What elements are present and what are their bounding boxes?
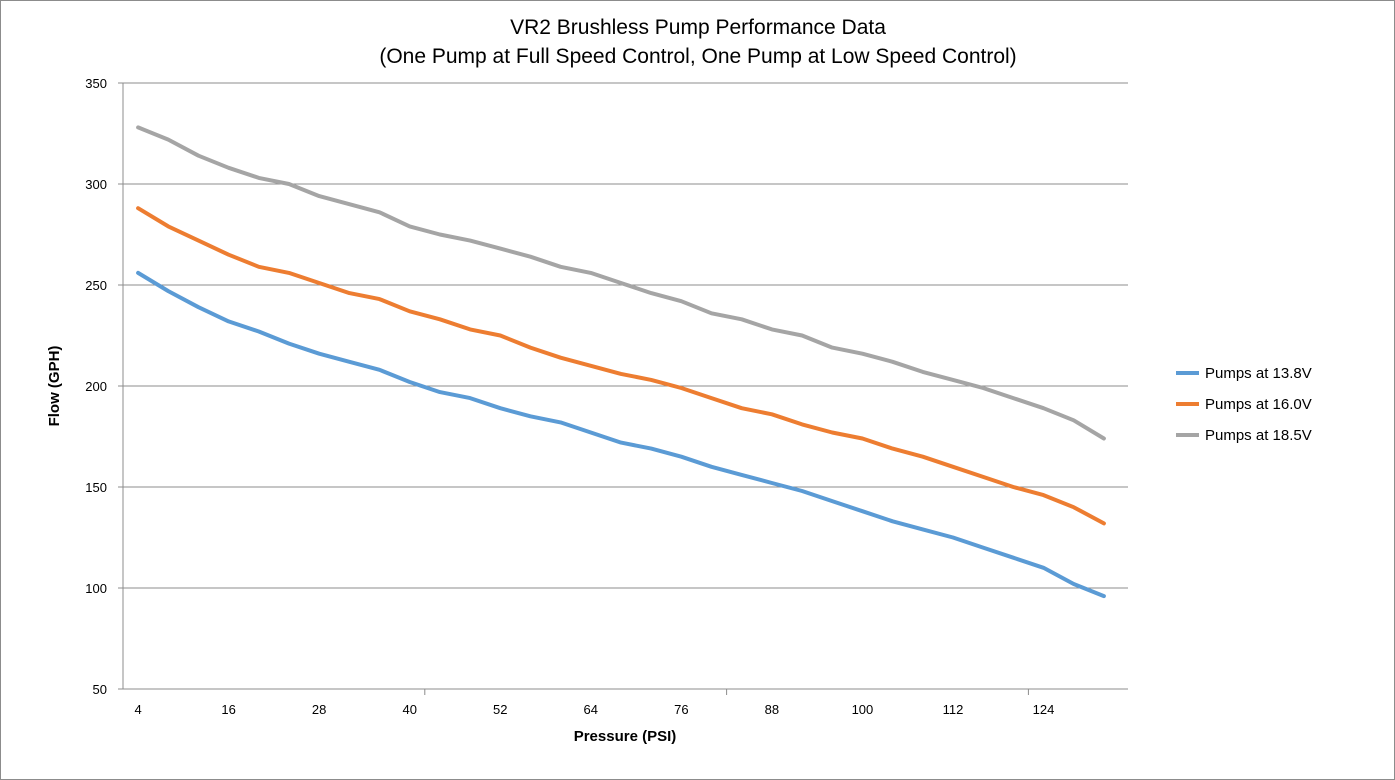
x-axis-title: Pressure (PSI) (574, 728, 677, 745)
legend-label: Pumps at 18.5V (1205, 427, 1312, 444)
y-axis-title: Flow (GPH) (46, 346, 63, 427)
y-tick-label: 150 (85, 480, 107, 495)
x-tick-label: 28 (312, 702, 326, 717)
x-tick-label: 4 (134, 702, 141, 717)
y-tick-label: 100 (85, 581, 107, 596)
x-tick-label: 40 (402, 702, 416, 717)
axis-layer: 50 100 150 200 250 300 350 4 16 28 40 52 64 76 88 100 11… (85, 76, 1128, 717)
x-tick-label: 76 (674, 702, 688, 717)
y-tick-label: 250 (85, 278, 107, 293)
y-tick-label: 350 (85, 76, 107, 91)
series-line (136, 206, 1106, 526)
x-tick-label: 88 (765, 702, 779, 717)
legend-label: Pumps at 13.8V (1205, 365, 1312, 382)
series-line (136, 125, 1106, 441)
x-tick-label: 16 (221, 702, 235, 717)
y-tick-label: 50 (93, 682, 107, 697)
x-tick-label: 52 (493, 702, 507, 717)
x-tick-label: 64 (584, 702, 598, 717)
series-layer (136, 125, 1106, 599)
x-tick-label: 124 (1033, 702, 1055, 717)
x-tick-label: 112 (943, 702, 964, 717)
x-tick-label: 100 (852, 702, 874, 717)
chart-title: VR2 Brushless Pump Performance Data (510, 16, 886, 39)
y-tick-label: 200 (85, 379, 107, 394)
y-tick-label: 300 (85, 177, 107, 192)
chart-subtitle: (One Pump at Full Speed Control, One Pum… (379, 45, 1016, 68)
legend-label: Pumps at 16.0V (1205, 396, 1312, 413)
legend: Pumps at 13.8V Pumps at 16.0V Pumps at 18.… (1176, 365, 1312, 444)
series-line (136, 270, 1106, 599)
